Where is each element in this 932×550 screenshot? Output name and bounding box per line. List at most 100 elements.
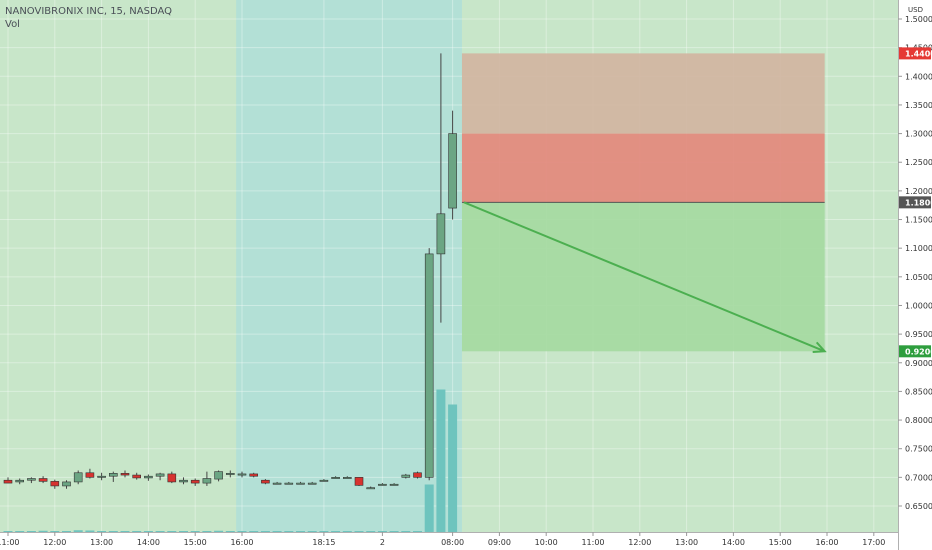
volume-bar	[272, 531, 282, 532]
volume-bar	[167, 531, 177, 532]
volume-bar	[354, 531, 364, 532]
y-tick-label: 1.2500	[905, 158, 932, 167]
candle-body	[389, 483, 399, 486]
y-tick-label: 1.4000	[905, 72, 932, 81]
candle-body	[73, 472, 83, 483]
x-tick-label: 2	[380, 538, 385, 547]
volume-bar	[190, 531, 200, 532]
candle-body	[120, 473, 130, 476]
y-tick-label: 0.7000	[905, 473, 932, 482]
volume-bar	[38, 530, 48, 532]
y-tick-label: 1.0000	[905, 301, 932, 310]
price-label: 1.4400	[905, 49, 932, 58]
candle-body	[354, 477, 364, 486]
x-tick-label: 17:00	[862, 538, 885, 547]
candle-body	[109, 473, 118, 477]
x-tick-label: 10:00	[535, 538, 558, 547]
x-tick-label: 12:00	[43, 538, 66, 547]
volume-bar	[97, 531, 107, 532]
price-label-box	[899, 196, 931, 209]
x-tick-label: 15:00	[184, 538, 207, 547]
volume-bar	[108, 531, 118, 532]
volume-bar	[120, 531, 130, 532]
candle-body	[378, 483, 387, 486]
candle-body	[132, 474, 141, 479]
volume-bar	[237, 531, 247, 532]
projection-arrow-line	[463, 201, 826, 353]
volume-bar	[26, 531, 36, 532]
candle-body	[249, 473, 258, 477]
x-tick-label: 13:00	[90, 538, 113, 547]
volume-bar	[413, 531, 422, 532]
y-axis-background	[898, 0, 932, 550]
candle-body	[214, 471, 223, 480]
candle-body	[85, 472, 95, 478]
volume-bar	[319, 531, 329, 532]
y-tick-label: 0.8500	[905, 387, 932, 396]
candle-body	[319, 479, 329, 482]
volume-bar	[284, 531, 294, 532]
volume-bar	[155, 531, 165, 532]
candle-body	[15, 479, 24, 483]
y-tick-label: 1.3000	[905, 130, 932, 139]
volume-bar	[3, 531, 13, 532]
candle-body	[179, 479, 188, 483]
y-tick-label: 1.2000	[905, 187, 932, 196]
y-tick-label: 0.6500	[905, 502, 932, 511]
x-tick-label: 13:00	[675, 538, 698, 547]
volume-label[interactable]: Vol	[5, 19, 20, 30]
volume-bar	[143, 531, 153, 532]
volume-bar	[424, 484, 434, 532]
x-axis-background	[0, 532, 932, 550]
volume-bar	[214, 530, 224, 532]
volume-bar	[307, 531, 317, 532]
y-tick-label: 0.8000	[905, 416, 932, 425]
candle-body	[97, 475, 106, 478]
y-tick-label: 0.9000	[905, 359, 932, 368]
y-tick-label: 1.0500	[905, 273, 932, 282]
volume-bar	[50, 531, 60, 532]
volume-bar	[132, 531, 142, 532]
projection-arrow-head	[812, 341, 827, 354]
candle-body	[38, 478, 48, 482]
volume-bar	[249, 531, 259, 532]
x-tick-label: 14:00	[722, 538, 745, 547]
stop-zone	[461, 133, 825, 203]
volume-bar	[225, 531, 235, 532]
x-tick-label: 09:00	[488, 538, 511, 547]
candle-body	[62, 481, 71, 487]
y-tick-label: 1.1000	[905, 244, 932, 253]
candle-body	[144, 475, 153, 479]
volume-bar	[179, 531, 188, 532]
x-tick-label: 11:00	[0, 538, 20, 547]
y-tick-label: 1.1500	[905, 216, 932, 225]
x-tick-label: 15:00	[769, 538, 792, 547]
chart-legend: NANOVIBRONIX INC, 15, NASDAQ Vol	[5, 5, 172, 31]
stop-zone-upper	[461, 53, 825, 134]
candle-body	[436, 213, 446, 255]
candle-body	[424, 253, 434, 478]
x-tick-label: 16:00	[230, 538, 253, 547]
volume-bar	[377, 531, 387, 532]
volume-bar	[73, 530, 83, 532]
price-label-box	[899, 47, 931, 60]
volume-bar	[389, 531, 399, 532]
volume-bar	[260, 531, 270, 532]
extended-session-background	[236, 0, 462, 532]
volume-bar	[448, 404, 458, 532]
price-label: 0.9200	[905, 347, 932, 356]
volume-bar	[342, 531, 352, 532]
candle-body	[284, 482, 294, 485]
x-tick-label: 18:15	[312, 538, 335, 547]
volume-bar	[296, 531, 305, 532]
candle-body	[50, 481, 60, 487]
y-tick-label: 0.7500	[905, 445, 932, 454]
x-tick-label: 08:00	[441, 538, 464, 547]
currency-label: USD	[908, 6, 923, 14]
volume-bar	[85, 530, 95, 532]
price-label-box	[899, 345, 931, 358]
symbol-label[interactable]: NANOVIBRONIX INC, 15, NASDAQ	[5, 6, 173, 17]
